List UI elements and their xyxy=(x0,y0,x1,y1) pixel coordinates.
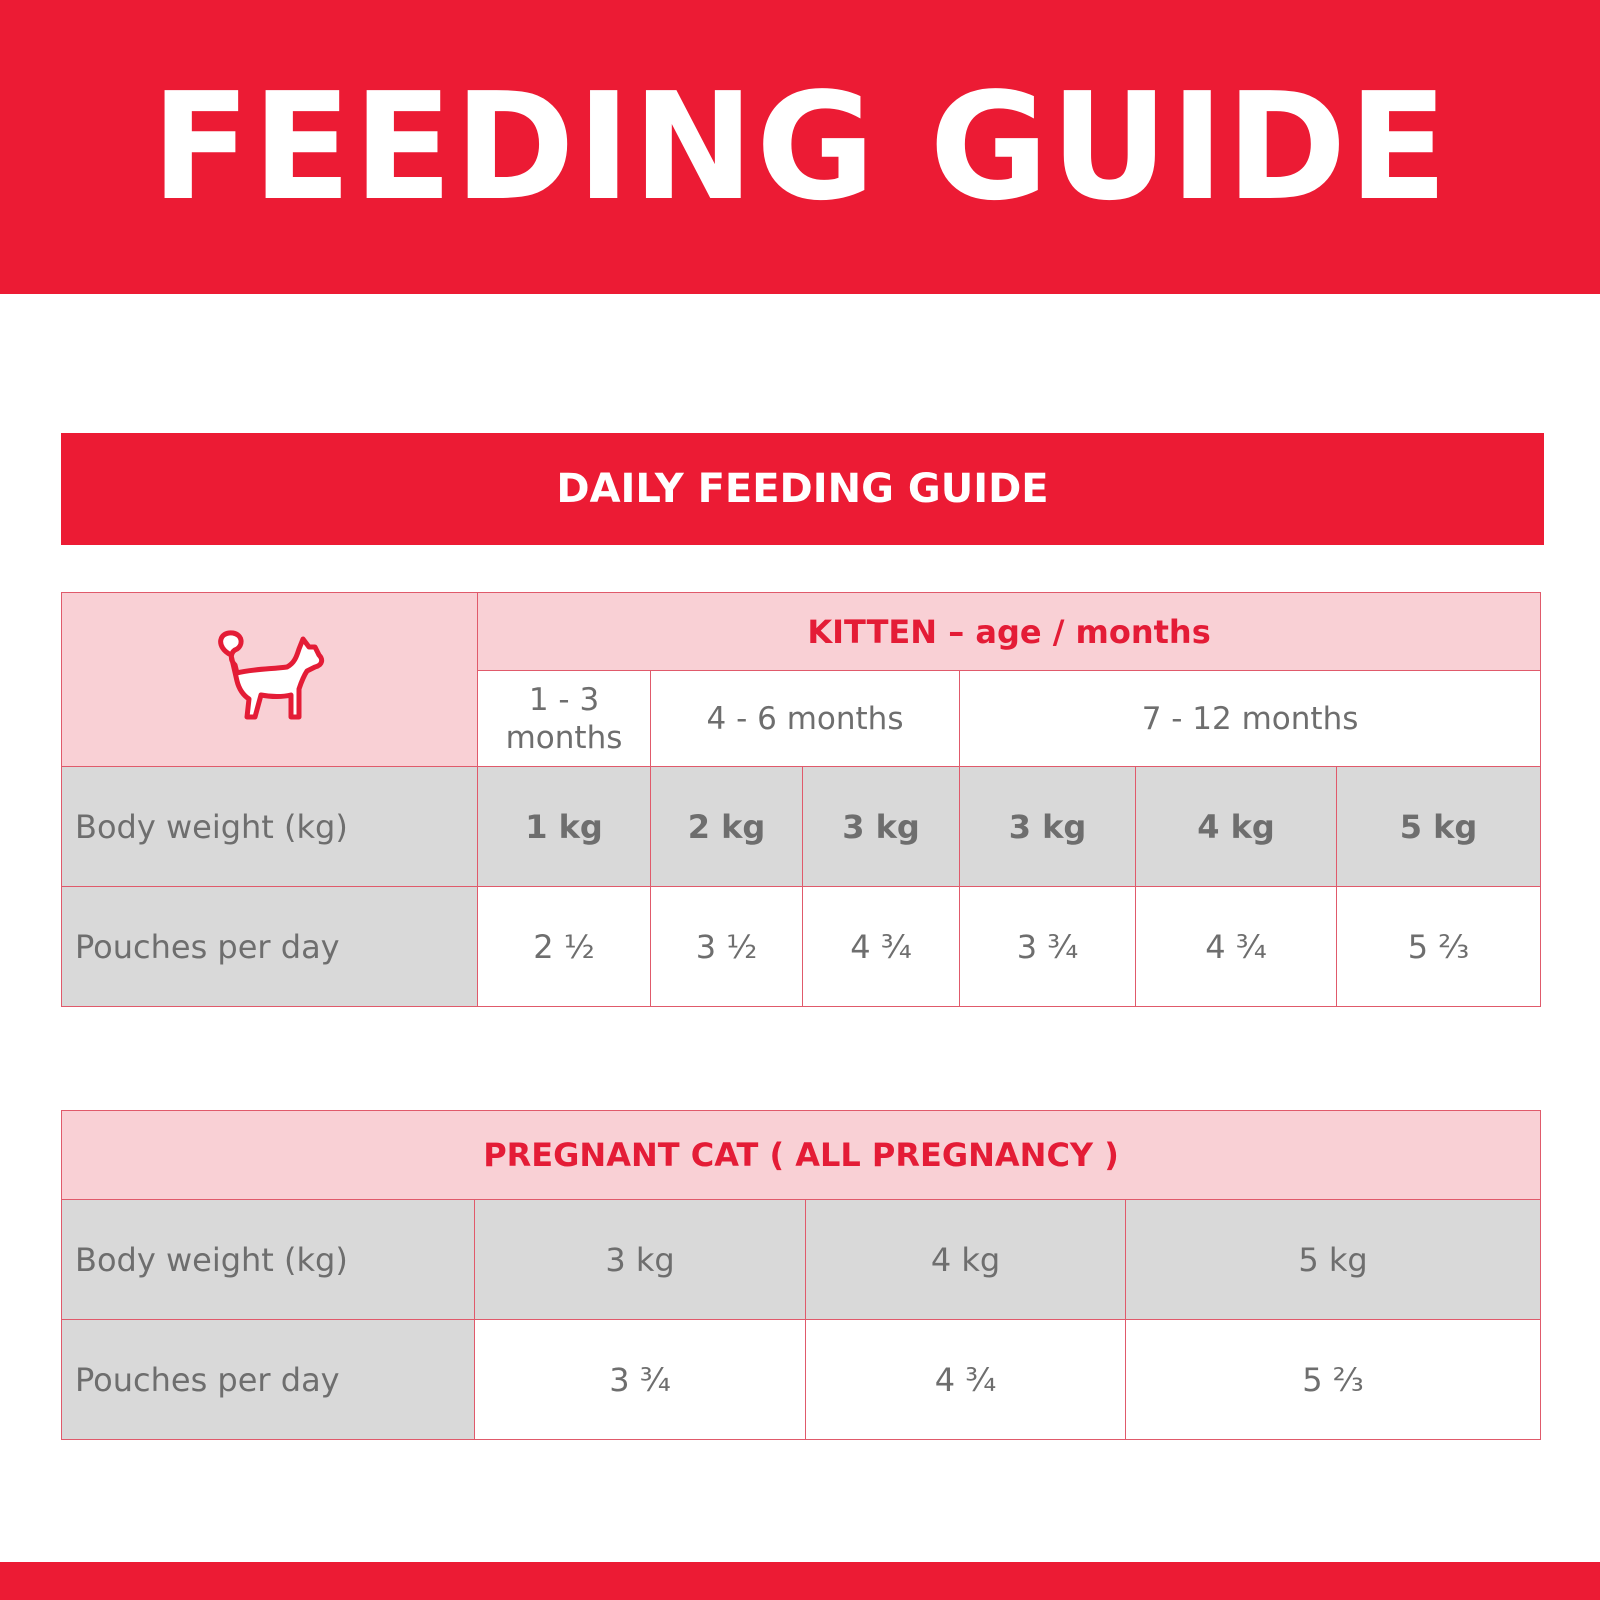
pregnant-cat-feeding-table: PREGNANT CAT ( ALL PREGNANCY ) Body weig… xyxy=(60,1110,1542,1440)
page-title: FEEDING GUIDE xyxy=(150,61,1450,233)
pouches-cell: 3 ½ xyxy=(650,886,803,1007)
weight-cell: 4 kg xyxy=(1135,766,1337,887)
pouches-label: Pouches per day xyxy=(61,1319,475,1440)
body-weight-label: Body weight (kg) xyxy=(61,1199,475,1320)
weight-cell: 3 kg xyxy=(802,766,960,887)
pouches-cell: 5 ⅔ xyxy=(1124,1319,1542,1440)
weight-cell: 2 kg xyxy=(650,766,803,887)
section-title: DAILY FEEDING GUIDE xyxy=(556,466,1049,512)
cat-icon xyxy=(211,629,329,735)
weight-cell: 5 kg xyxy=(1124,1199,1542,1320)
weight-cell: 3 kg xyxy=(959,766,1136,887)
feeding-guide-banner: FEEDING GUIDE xyxy=(0,0,1600,294)
pouches-cell: 4 ¾ xyxy=(805,1319,1126,1440)
age-group: 7 - 12 months xyxy=(958,670,1542,767)
daily-feeding-guide-bar: DAILY FEEDING GUIDE xyxy=(61,433,1544,545)
pouches-cell: 4 ¾ xyxy=(802,886,960,1007)
pregnant-heading: PREGNANT CAT ( ALL PREGNANCY ) xyxy=(60,1110,1542,1200)
weight-cell: 3 kg xyxy=(474,1199,806,1320)
kitten-feeding-table: KITTEN – age / months 1 - 3 months 4 - 6… xyxy=(61,592,1542,1007)
pouches-cell: 5 ⅔ xyxy=(1335,886,1542,1007)
pouches-label: Pouches per day xyxy=(61,886,478,1007)
pouches-cell: 3 ¾ xyxy=(959,886,1136,1007)
body-weight-label: Body weight (kg) xyxy=(61,766,478,887)
footer-bar xyxy=(0,1562,1600,1600)
age-group: 1 - 3 months xyxy=(477,670,651,767)
weight-cell: 4 kg xyxy=(805,1199,1126,1320)
kitten-heading: KITTEN – age / months xyxy=(476,592,1542,671)
pouches-cell: 2 ½ xyxy=(477,886,651,1007)
age-group: 4 - 6 months xyxy=(650,670,960,767)
weight-cell: 5 kg xyxy=(1335,766,1542,887)
weight-cell: 1 kg xyxy=(477,766,651,887)
pouches-cell: 3 ¾ xyxy=(474,1319,806,1440)
cat-icon-cell xyxy=(61,592,478,767)
pouches-cell: 4 ¾ xyxy=(1135,886,1337,1007)
